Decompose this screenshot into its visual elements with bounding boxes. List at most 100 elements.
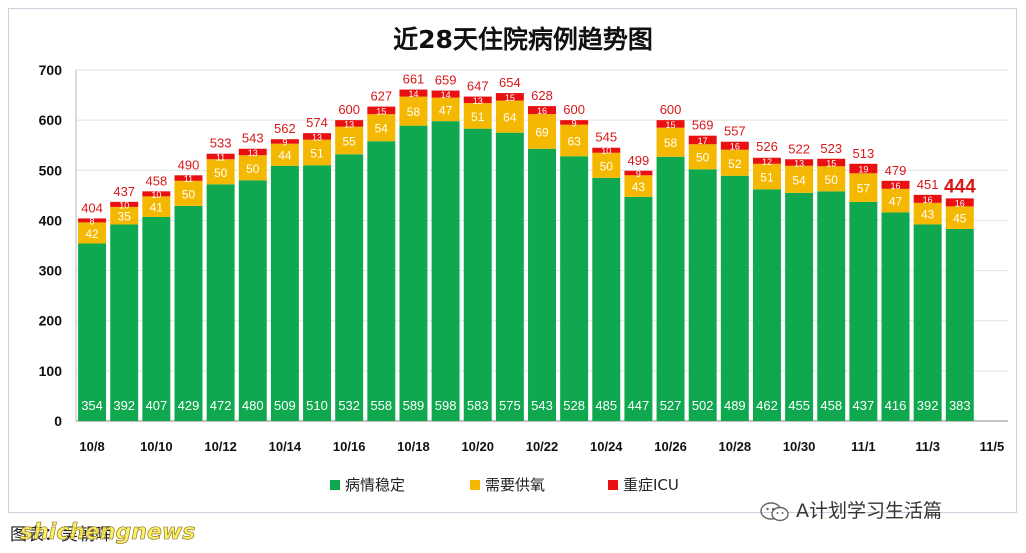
bar-stable: [560, 156, 589, 421]
bar-icu: [367, 106, 396, 115]
bar-icu: [270, 139, 299, 144]
bar-stable: [752, 189, 781, 421]
data-label-total: 479: [885, 163, 907, 178]
bar-stable: [431, 121, 460, 421]
data-label-total: 557: [724, 124, 746, 139]
data-label-stable: 583: [467, 398, 489, 413]
data-label-stable: 509: [274, 398, 296, 413]
bar-stable: [110, 224, 139, 421]
data-label-icu: 13: [473, 96, 483, 106]
data-label-icu: 13: [312, 132, 322, 142]
data-label-stable: 407: [145, 398, 167, 413]
data-label-oxygen: 51: [310, 146, 324, 160]
data-label-total: 569: [692, 118, 714, 133]
bar-stable: [945, 228, 974, 421]
legend-label: 病情稳定: [345, 476, 405, 494]
bar-oxygen: [367, 114, 396, 142]
bar-oxygen: [238, 155, 267, 181]
bar-stable: [463, 128, 492, 421]
bar-icu: [78, 218, 107, 223]
bar-oxygen: [78, 222, 107, 244]
y-tick-label: 100: [39, 363, 63, 379]
bar-icu: [945, 198, 974, 207]
data-label-icu: 13: [794, 159, 804, 169]
legend-swatch: [470, 480, 480, 490]
data-label-total: 451: [917, 177, 939, 192]
y-tick-label: 0: [54, 413, 62, 429]
data-label-total: 543: [242, 131, 264, 146]
bar-icu: [303, 133, 332, 140]
bar-oxygen: [624, 175, 653, 197]
data-label-icu: 10: [119, 200, 129, 210]
bar-oxygen: [174, 180, 203, 206]
x-tick-label: 10/22: [526, 439, 559, 454]
legend-swatch: [330, 480, 340, 490]
bar-stable: [881, 212, 910, 421]
data-label-oxygen: 51: [760, 171, 774, 185]
data-label-stable: 437: [853, 398, 875, 413]
data-label-stable: 485: [595, 398, 617, 413]
bar-stable: [238, 180, 267, 421]
data-label-total: 600: [563, 102, 585, 117]
bar-stable: [206, 184, 235, 421]
bar-icu: [624, 170, 653, 176]
bar-stable: [303, 165, 332, 421]
x-tick-label: 10/30: [783, 439, 816, 454]
y-tick-label: 200: [39, 313, 63, 329]
data-label-stable: 543: [531, 398, 553, 413]
data-label-stable: 528: [563, 398, 585, 413]
y-tick-label: 400: [39, 212, 63, 228]
data-label-icu: 16: [955, 198, 965, 208]
x-tick-label: 11/5: [980, 439, 1005, 454]
data-label-oxygen: 47: [439, 103, 453, 117]
data-label-total: 627: [370, 89, 392, 104]
bar-oxygen: [463, 103, 492, 129]
data-label-oxygen: 50: [182, 187, 196, 201]
bar-oxygen: [881, 188, 910, 213]
data-label-total: 574: [306, 115, 328, 130]
data-label-oxygen: 42: [85, 227, 99, 241]
data-label-oxygen: 50: [825, 173, 839, 187]
data-label-total: 522: [788, 141, 810, 156]
data-label-stable: 598: [435, 398, 457, 413]
bar-icu: [688, 135, 717, 145]
data-label-icu: 12: [762, 157, 772, 167]
data-label-oxygen: 50: [246, 162, 260, 176]
bar-stable: [399, 125, 428, 421]
x-tick-label: 10/10: [140, 439, 173, 454]
data-label-stable: 575: [499, 398, 521, 413]
data-label-stable: 558: [370, 398, 392, 413]
bar-oxygen: [720, 149, 749, 176]
data-label-icu: 13: [248, 148, 258, 158]
data-label-total: 600: [338, 102, 360, 117]
bar-icu: [238, 148, 267, 156]
account-credit: A计划学习生活篇: [760, 496, 942, 523]
bar-oxygen: [206, 159, 235, 185]
data-label-total: 533: [210, 136, 232, 151]
bar-stable: [592, 177, 621, 421]
bar-oxygen: [431, 97, 460, 122]
bar-icu: [817, 158, 846, 167]
data-label-oxygen: 55: [342, 134, 356, 148]
bar-oxygen: [817, 166, 846, 192]
bar-icu: [720, 141, 749, 150]
data-label-oxygen: 43: [632, 180, 646, 194]
data-label-icu: 19: [858, 165, 868, 175]
x-tick-label: 10/18: [397, 439, 430, 454]
bar-oxygen: [110, 206, 139, 225]
y-tick-label: 300: [39, 263, 63, 279]
bar-icu: [110, 201, 139, 207]
x-tick-label: 10/24: [590, 439, 623, 454]
x-tick-label: 10/8: [79, 439, 104, 454]
bar-oxygen: [560, 124, 589, 157]
bar-icu: [335, 120, 364, 127]
data-label-stable: 429: [178, 398, 200, 413]
data-label-total: 562: [274, 121, 296, 136]
bar-stable: [656, 156, 685, 422]
bar-icu: [592, 147, 621, 153]
data-label-icu: 16: [891, 181, 901, 191]
bar-icu: [656, 120, 685, 128]
data-label-icu: 13: [344, 119, 354, 129]
bar-icu: [463, 96, 492, 104]
